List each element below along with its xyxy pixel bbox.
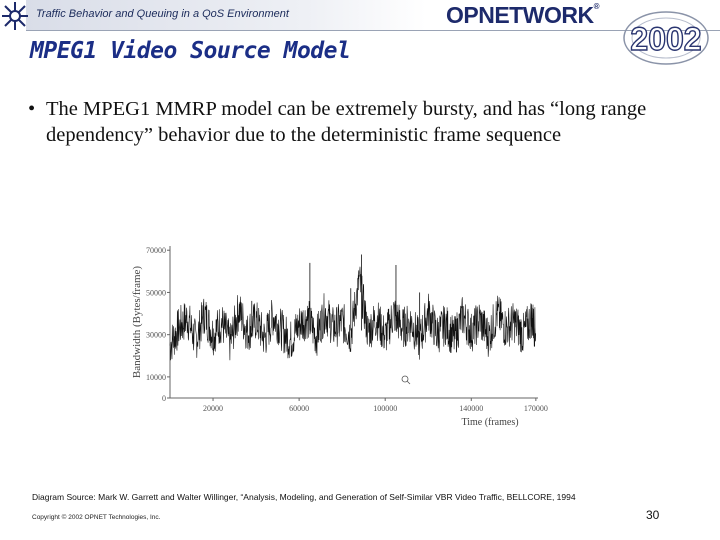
opnetwork-logo: OPNETWORK® [446, 2, 600, 29]
slide-header: Traffic Behavior and Queuing in a QoS En… [0, 0, 720, 65]
y-axis-label: Bandwidth (Bytes/frame) [131, 266, 143, 378]
x-axis: 20000 60000 100000 140000 170000 [170, 397, 548, 413]
slide-title: MPEG1 Video Source Model [30, 38, 351, 64]
year-badge-text: 2002 [630, 21, 701, 57]
x-tick-label: 20000 [203, 404, 223, 413]
x-tick-label: 140000 [459, 404, 483, 413]
bullet-marker: • [28, 98, 36, 120]
bandwidth-series [169, 254, 536, 361]
logo-text: OPNETWORK [446, 2, 594, 28]
starburst-icon [2, 2, 28, 30]
bullet-point: • The MPEG1 MMRP model can be extremely … [28, 96, 648, 148]
header-band [26, 0, 426, 30]
y-tick-label: 70000 [146, 246, 166, 255]
y-tick-label: 0 [162, 394, 166, 403]
logo-registered-mark: ® [593, 2, 600, 11]
y-tick-label: 50000 [146, 288, 166, 297]
diagram-source: Diagram Source: Mark W. Garrett and Walt… [32, 492, 576, 502]
y-tick-label: 30000 [146, 331, 166, 340]
x-tick-label: 100000 [373, 404, 397, 413]
x-tick-label: 60000 [289, 404, 309, 413]
series-line [169, 266, 536, 361]
x-axis-label: Time (frames) [461, 417, 518, 428]
page-number: 30 [646, 508, 660, 522]
copyright: Copyright © 2002 OPNET Technologies, Inc… [32, 514, 161, 521]
header-rule [26, 30, 720, 31]
y-axis: 0 10000 30000 50000 70000 [146, 246, 171, 403]
y-tick-label: 10000 [146, 373, 166, 382]
zoom-icon [401, 375, 411, 385]
year-badge: 2002 [623, 11, 709, 65]
bandwidth-chart: 0 10000 30000 50000 70000 20000 60000 100000 14… [131, 246, 548, 428]
bullet-text: The MPEG1 MMRP model can be extremely bu… [46, 98, 647, 146]
x-tick-label: 170000 [524, 404, 548, 413]
deck-title: Traffic Behavior and Queuing in a QoS En… [36, 8, 289, 20]
